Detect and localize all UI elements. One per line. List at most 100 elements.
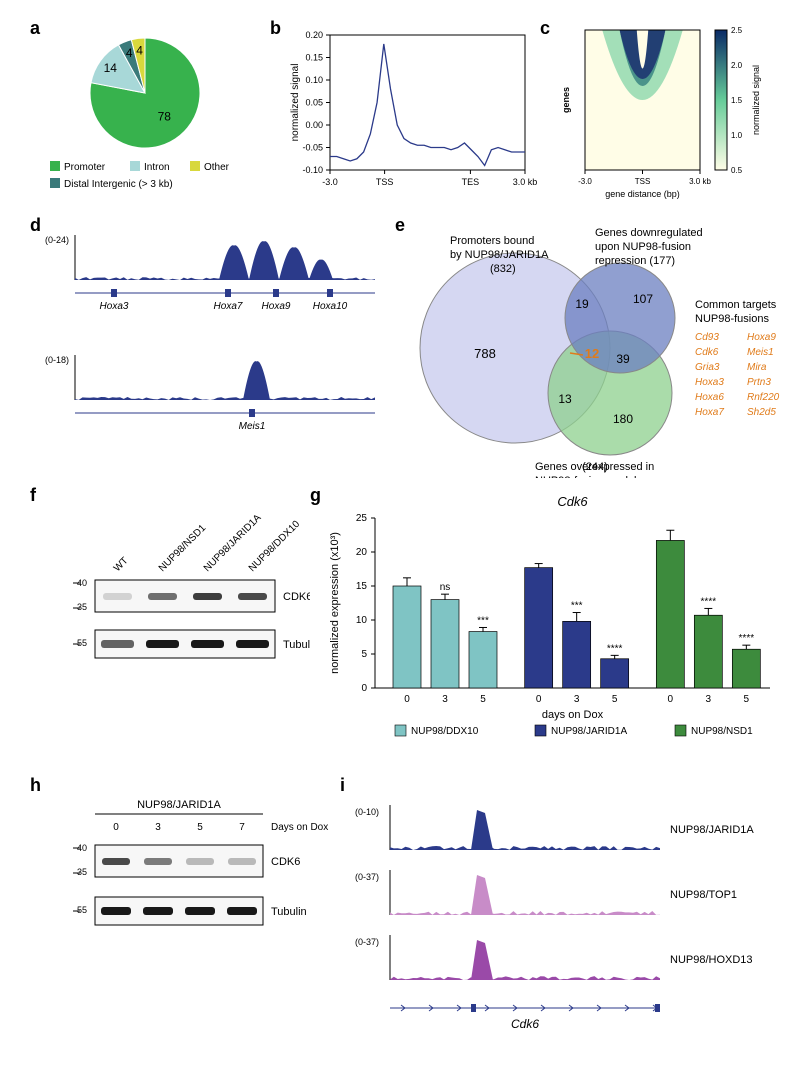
svg-text:(832): (832) [490, 263, 516, 275]
svg-text:****: **** [607, 643, 623, 654]
svg-text:4: 4 [136, 43, 143, 57]
svg-text:upon NUP98-fusion: upon NUP98-fusion [595, 241, 691, 253]
svg-text:5: 5 [480, 694, 486, 705]
svg-text:5: 5 [197, 822, 203, 833]
signal-line-chart: -0.10-0.050.000.050.100.150.20-3.0TSSTES… [280, 25, 540, 205]
genome-tracks-i: (0-10)NUP98/JARID1A(0-37)NUP98/TOP1(0-37… [350, 790, 790, 1070]
panel-c: c [540, 18, 550, 39]
svg-text:TES: TES [462, 177, 480, 187]
svg-text:Other: Other [204, 162, 230, 173]
svg-text:0.5: 0.5 [731, 166, 743, 175]
svg-text:7: 7 [239, 822, 245, 833]
svg-text:3: 3 [155, 822, 161, 833]
svg-text:35: 35 [77, 602, 87, 612]
svg-text:NUP98/HOXD13: NUP98/HOXD13 [670, 954, 753, 966]
svg-text:0: 0 [668, 694, 674, 705]
svg-text:Rnf220: Rnf220 [747, 392, 780, 403]
svg-text:Intron: Intron [144, 162, 170, 173]
svg-text:WT: WT [112, 555, 131, 574]
svg-text:14: 14 [104, 61, 118, 75]
svg-text:19: 19 [575, 297, 589, 311]
panel-a: a [30, 18, 40, 39]
svg-text:0.15: 0.15 [305, 53, 323, 63]
svg-text:78: 78 [158, 109, 172, 123]
svg-text:NUP98/NSD1: NUP98/NSD1 [691, 726, 753, 737]
svg-text:Meis1: Meis1 [239, 421, 266, 432]
svg-text:0: 0 [361, 683, 367, 694]
svg-text:(0-37): (0-37) [355, 937, 379, 947]
svg-text:genes: genes [561, 87, 571, 113]
venn-diagram: 78810718019391312Promoters boundby NUP98… [395, 218, 795, 478]
svg-text:Mira: Mira [747, 362, 767, 373]
svg-text:Hoxa10: Hoxa10 [313, 301, 348, 312]
svg-text:(0-10): (0-10) [355, 807, 379, 817]
svg-text:Promoter: Promoter [64, 162, 106, 173]
svg-text:4: 4 [126, 46, 133, 60]
heatmap: -3.0TSS3.0 kbgene distance (bp)genes0.51… [555, 22, 785, 212]
svg-text:***: *** [477, 615, 489, 626]
svg-text:(0-24): (0-24) [45, 235, 69, 245]
svg-text:CDK6: CDK6 [283, 591, 310, 603]
svg-text:TSS: TSS [635, 177, 651, 186]
svg-text:-0.05: -0.05 [302, 143, 323, 153]
svg-text:****: **** [701, 596, 717, 607]
svg-text:1.5: 1.5 [731, 96, 743, 105]
svg-text:39: 39 [616, 352, 630, 366]
svg-text:(0-37): (0-37) [355, 872, 379, 882]
svg-text:5: 5 [361, 649, 367, 660]
svg-text:Hoxa7: Hoxa7 [695, 407, 724, 418]
svg-text:3: 3 [706, 694, 712, 705]
svg-text:-3.0: -3.0 [322, 177, 338, 187]
svg-text:Prtn3: Prtn3 [747, 377, 771, 388]
svg-text:TSS: TSS [376, 177, 394, 187]
svg-text:Genes downregulated: Genes downregulated [595, 227, 703, 239]
svg-text:***: *** [571, 601, 583, 612]
genome-tracks-d: (0-24)Hoxa3Hoxa7Hoxa9Hoxa10(0-18)Meis1 [40, 225, 390, 475]
svg-text:Cdk6: Cdk6 [557, 494, 588, 509]
svg-text:normalized expression (x10³): normalized expression (x10³) [329, 532, 341, 674]
svg-text:Gria3: Gria3 [695, 362, 720, 373]
svg-text:2.0: 2.0 [731, 61, 743, 70]
svg-text:25: 25 [356, 513, 368, 524]
svg-text:(244): (244) [582, 461, 608, 473]
svg-text:Hoxa3: Hoxa3 [695, 377, 724, 388]
svg-text:CDK6: CDK6 [271, 856, 300, 868]
svg-text:gene distance (bp): gene distance (bp) [605, 189, 680, 199]
svg-text:3: 3 [574, 694, 580, 705]
svg-text:15: 15 [356, 581, 368, 592]
svg-text:Cd93: Cd93 [695, 332, 719, 343]
svg-text:(0-18): (0-18) [45, 355, 69, 365]
svg-text:0.00: 0.00 [305, 120, 323, 130]
svg-text:3: 3 [442, 694, 448, 705]
svg-text:180: 180 [613, 412, 633, 426]
svg-text:2.5: 2.5 [731, 26, 743, 35]
svg-text:Hoxa9: Hoxa9 [262, 301, 291, 312]
svg-text:Common targets: Common targets [695, 299, 777, 311]
svg-text:-3.0: -3.0 [578, 177, 592, 186]
svg-text:Hoxa9: Hoxa9 [747, 332, 776, 343]
panel-i: i [340, 775, 345, 796]
svg-text:Cdk6: Cdk6 [511, 1017, 539, 1031]
svg-text:****: **** [739, 633, 755, 644]
svg-text:NUP98/JARID1A: NUP98/JARID1A [551, 726, 627, 737]
svg-text:Meis1: Meis1 [747, 347, 774, 358]
svg-text:Sh2d5: Sh2d5 [747, 407, 776, 418]
svg-text:12: 12 [585, 346, 599, 361]
svg-text:NUP98-fusion models: NUP98-fusion models [535, 475, 642, 478]
svg-text:Tubulin: Tubulin [283, 639, 310, 651]
panel-f: f [30, 485, 36, 506]
svg-text:55: 55 [77, 905, 87, 915]
svg-text:Cdk6: Cdk6 [695, 347, 719, 358]
svg-text:repression (177): repression (177) [595, 255, 675, 267]
svg-text:35: 35 [77, 867, 87, 877]
western-blot-h: NUP98/JARID1A0357Days on Dox4035CDK655Tu… [40, 790, 330, 1050]
svg-text:788: 788 [474, 346, 496, 361]
svg-text:0: 0 [536, 694, 542, 705]
svg-text:normalized signal: normalized signal [751, 65, 761, 135]
svg-text:3.0 kb: 3.0 kb [513, 177, 538, 187]
svg-text:-0.10: -0.10 [302, 165, 323, 175]
svg-text:normalized signal: normalized signal [290, 64, 301, 142]
svg-text:Distal Intergenic (> 3 kb): Distal Intergenic (> 3 kb) [64, 179, 173, 190]
svg-text:Days on Dox: Days on Dox [271, 822, 328, 833]
svg-text:Hoxa6: Hoxa6 [695, 392, 724, 403]
